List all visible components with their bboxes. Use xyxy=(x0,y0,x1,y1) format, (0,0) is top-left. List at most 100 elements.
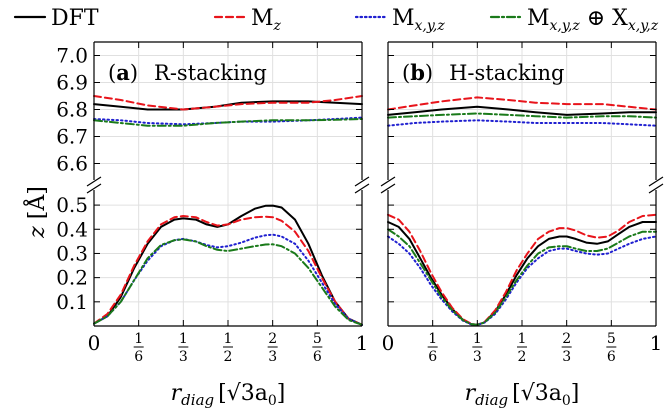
x-tick-label: 12 xyxy=(517,331,527,365)
panel-a-r-stacking: 6.66.76.86.97.00.10.20.30.40.50 161312235… xyxy=(56,41,370,365)
y-tick-label: 0.5 xyxy=(56,193,88,217)
panel-label-letter: b xyxy=(410,60,425,85)
x-tick-denominator: 3 xyxy=(179,349,188,365)
x-tick-label: 13 xyxy=(472,331,483,365)
x-axis-label-close: ] xyxy=(277,381,286,406)
legend-label-sub: z xyxy=(273,18,282,34)
x-tick-label: 0 xyxy=(88,331,101,355)
panel-title: H-stacking xyxy=(449,61,564,85)
legend-label-main: M xyxy=(392,6,415,31)
x-tick-numerator: 1 xyxy=(224,331,233,347)
series-line-dashdot-lower xyxy=(387,228,657,326)
panel-label-paren: ) xyxy=(130,61,138,85)
legend-label-sub: x,y,z xyxy=(628,18,659,34)
legend-label: DFT xyxy=(51,6,99,31)
panel-label-paren: ( xyxy=(108,61,116,85)
x-tick-denominator: 6 xyxy=(607,349,616,365)
legend: DFT Mz Mx,y,z Mx,y,z ⊕ Xx,y,z xyxy=(13,6,659,34)
x-tick-label: 0 xyxy=(382,331,395,355)
series-line-dashed-lower xyxy=(93,215,363,326)
axis-break-mark xyxy=(354,176,370,187)
axis-break-mark xyxy=(86,183,102,194)
legend-label-main: DFT xyxy=(51,6,99,31)
x-tick-denominator: 6 xyxy=(313,349,322,365)
series-line-dotted-lower xyxy=(387,235,657,326)
x-tick-numerator: 2 xyxy=(562,331,571,347)
x-tick-numerator: 1 xyxy=(428,331,437,347)
x-tick-label: 23 xyxy=(561,331,572,365)
legend-label-main: M xyxy=(527,6,550,31)
x-axis-label-unit-sub: 0 xyxy=(562,393,571,409)
x-tick-numerator: 1 xyxy=(473,331,482,347)
y-axis-label-unit: [Å] xyxy=(22,186,50,219)
axis-labels: z [Å]rdiag [√3a0] rdiag [√3a0] xyxy=(22,186,579,409)
y-tick-label: 7.0 xyxy=(56,44,88,68)
series-line-dotted-upper xyxy=(387,119,657,127)
panel-label: (a) R-stacking xyxy=(108,60,267,85)
x-axis-label-unit-sub: 0 xyxy=(268,393,277,409)
x-tick-label: 12 xyxy=(223,331,233,365)
panel-label-paren: ( xyxy=(402,61,410,85)
y-tick-label: 6.7 xyxy=(56,125,88,149)
x-tick-label: 1 xyxy=(650,331,663,355)
y-axis-label-symbol: z xyxy=(25,219,50,239)
y-tick-label: 0.4 xyxy=(56,217,88,241)
panel-label-letter: a xyxy=(116,60,130,85)
x-axis-label-sub: diag xyxy=(181,391,214,409)
axis-break-mark xyxy=(648,176,664,187)
x-tick-numerator: 1 xyxy=(134,331,143,347)
x-axis-label-sub: diag xyxy=(475,391,508,409)
panel-label-paren: ) xyxy=(425,61,433,85)
y-axis-label: z [Å] xyxy=(22,186,50,239)
legend-label: Mx,y,z xyxy=(392,6,445,34)
y-tick-label: 6.8 xyxy=(56,98,88,122)
y-tick-label: 0.3 xyxy=(56,241,88,265)
series-line-dashed-upper xyxy=(387,96,657,111)
legend-label-main: M xyxy=(251,6,274,31)
y-tick-label: 6.9 xyxy=(56,71,88,95)
y-tick-label: 0.1 xyxy=(56,290,88,314)
legend-label-mid: ⊕ X xyxy=(580,6,628,31)
x-tick-label: 13 xyxy=(178,331,189,365)
series-line-dashdot-upper xyxy=(93,118,363,127)
y-tick-label: 6.6 xyxy=(56,152,88,176)
x-tick-denominator: 2 xyxy=(518,349,527,365)
legend-label: Mz xyxy=(251,6,282,34)
x-tick-denominator: 3 xyxy=(268,349,277,365)
y-tick-label: 0.2 xyxy=(56,266,88,290)
x-tick-denominator: 2 xyxy=(224,349,233,365)
x-axis-label: rdiag [√3a0] xyxy=(465,381,580,409)
x-axis-label-symbol: r xyxy=(465,381,477,406)
x-tick-denominator: 6 xyxy=(134,349,143,365)
x-tick-label: 56 xyxy=(312,331,323,365)
axis-break-mark xyxy=(380,183,396,194)
panel-label: (b) H-stacking xyxy=(402,60,564,85)
x-tick-denominator: 3 xyxy=(473,349,482,365)
x-tick-denominator: 3 xyxy=(562,349,571,365)
x-tick-numerator: 1 xyxy=(518,331,527,347)
series-line-dashed-upper xyxy=(93,95,363,111)
series-line-dashdot-lower xyxy=(93,238,363,326)
series-line-solid-lower xyxy=(387,221,657,326)
x-tick-label: 23 xyxy=(267,331,278,365)
x-tick-label: 16 xyxy=(133,331,144,365)
series-line-solid-upper xyxy=(387,105,657,116)
legend-label-sub: x,y,z xyxy=(415,18,446,34)
x-tick-numerator: 2 xyxy=(268,331,277,347)
x-axis-label: rdiag [√3a0] xyxy=(171,381,286,409)
x-axis-label-unit: [√3a xyxy=(218,381,268,406)
x-tick-label: 56 xyxy=(606,331,617,365)
x-tick-numerator: 5 xyxy=(313,331,322,347)
x-tick-label: 16 xyxy=(427,331,438,365)
x-axis-label-symbol: r xyxy=(171,381,183,406)
legend-label-sub: x,y,z xyxy=(550,18,581,34)
x-tick-label: 1 xyxy=(356,331,369,355)
x-axis-label-close: ] xyxy=(571,381,580,406)
axis-break-mark xyxy=(380,176,396,187)
x-tick-denominator: 6 xyxy=(428,349,437,365)
legend-label: Mx,y,z ⊕ Xx,y,z xyxy=(527,6,659,34)
series-line-dashdot-upper xyxy=(387,112,657,119)
x-tick-numerator: 1 xyxy=(179,331,188,347)
